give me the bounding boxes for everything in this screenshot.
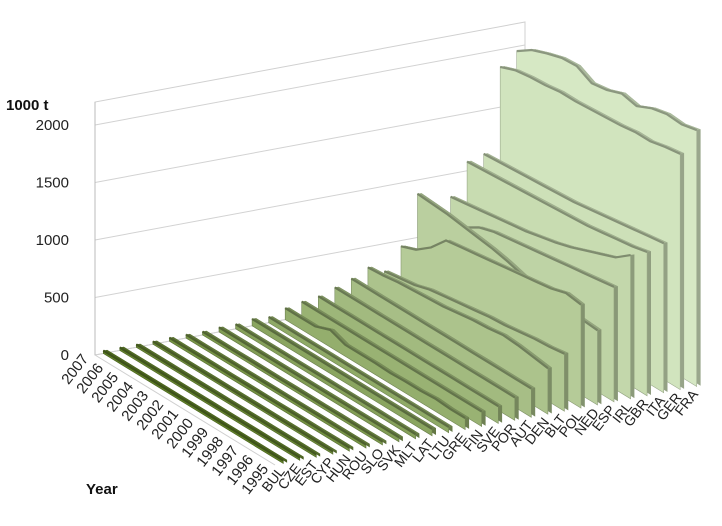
y-tick-label: 500: [44, 290, 69, 307]
y-axis-ticks: 0 500 1000 1500 2000: [36, 117, 69, 364]
y-axis-label: 1000 t: [6, 97, 49, 114]
year-axis-label: Year: [86, 481, 118, 498]
y-tick-label: 1000: [36, 232, 69, 249]
y-tick-label: 2000: [36, 117, 69, 134]
country-tick-label: FRA: [671, 386, 701, 418]
y-tick-label: 0: [61, 347, 69, 364]
y-tick-label: 1500: [36, 175, 69, 192]
